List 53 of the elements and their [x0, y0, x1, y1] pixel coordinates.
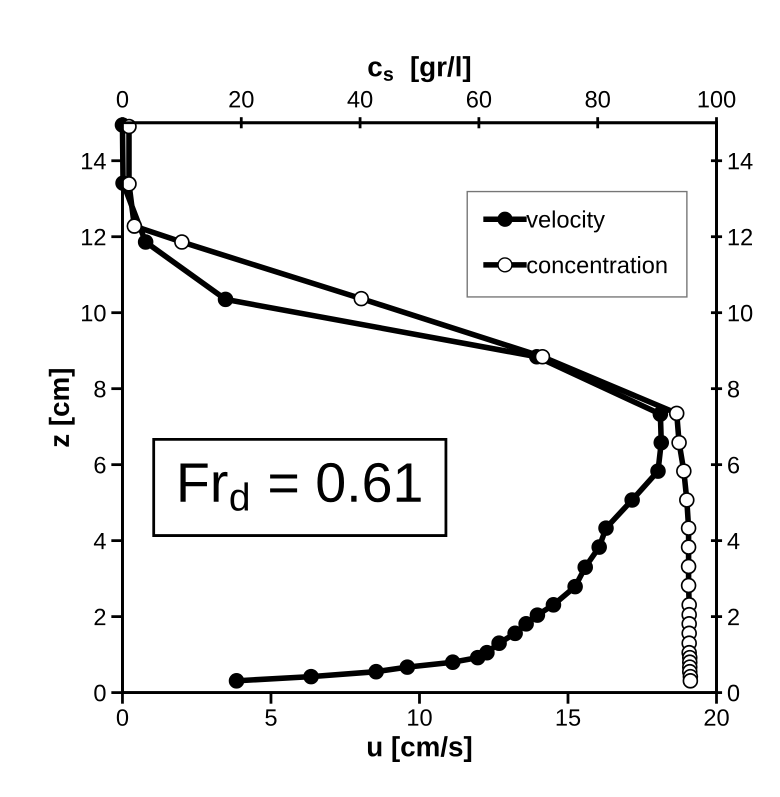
y-tick-label: 6 — [94, 456, 106, 474]
y-tick-label: 4 — [94, 532, 106, 550]
point — [138, 234, 154, 250]
point — [567, 578, 583, 594]
point — [653, 434, 670, 450]
x-tick-label: 0 — [116, 709, 128, 726]
point — [530, 607, 546, 623]
annotation: Fr$_{d}$ = 0.61 — [180, 462, 421, 511]
point — [650, 463, 666, 479]
point — [591, 539, 607, 555]
point — [228, 673, 244, 689]
y-tick-label: 14 — [82, 153, 106, 170]
y-tick-label: 0 — [94, 684, 106, 702]
x-tick-label: 15 — [556, 709, 580, 726]
x2-tick-label: 20 — [229, 90, 254, 108]
x2-tick-label: 80 — [586, 90, 610, 108]
x-tick-label: 5 — [265, 709, 277, 726]
point — [400, 659, 416, 675]
y2-tick-label: 10 — [728, 304, 752, 322]
point — [303, 668, 319, 684]
point — [218, 292, 234, 308]
y-axis-title: z [cm] — [48, 369, 75, 447]
x2-tick-label: 100 — [698, 90, 736, 108]
point — [470, 650, 486, 666]
y2-tick-label: 4 — [727, 532, 740, 550]
y2-tick-label: 8 — [728, 380, 740, 398]
point — [444, 654, 461, 670]
y-tick-label: 2 — [94, 608, 106, 626]
x-tick-label: 20 — [704, 709, 729, 726]
x2-tick-label: 60 — [466, 90, 492, 108]
y2-tick-label: 14 — [728, 153, 752, 170]
x2-tick-label: 40 — [347, 90, 372, 108]
point — [491, 635, 507, 651]
x-axis-title: u [cm/s] — [368, 736, 472, 762]
y2-tick-label: 12 — [728, 228, 752, 246]
x2-axis-title: c$_{s}$ [gr/l] — [368, 56, 470, 82]
y2-tick-label: 6 — [728, 456, 740, 474]
point — [546, 597, 562, 613]
legend-label: velocity — [526, 210, 605, 232]
point — [577, 559, 594, 576]
point — [368, 664, 384, 680]
x-tick-label: 10 — [408, 709, 432, 726]
point — [507, 626, 523, 642]
y2-tick-label: 2 — [728, 608, 739, 626]
point — [624, 492, 640, 508]
y-tick-label: 12 — [82, 228, 106, 246]
y-tick-label: 8 — [94, 380, 106, 398]
legend-label: concentration — [527, 256, 666, 274]
y2-tick-label: 0 — [728, 684, 740, 702]
point — [598, 520, 614, 536]
x2-tick-label: 0 — [116, 90, 128, 108]
y-tick-label: 10 — [82, 304, 106, 322]
point — [518, 616, 534, 632]
